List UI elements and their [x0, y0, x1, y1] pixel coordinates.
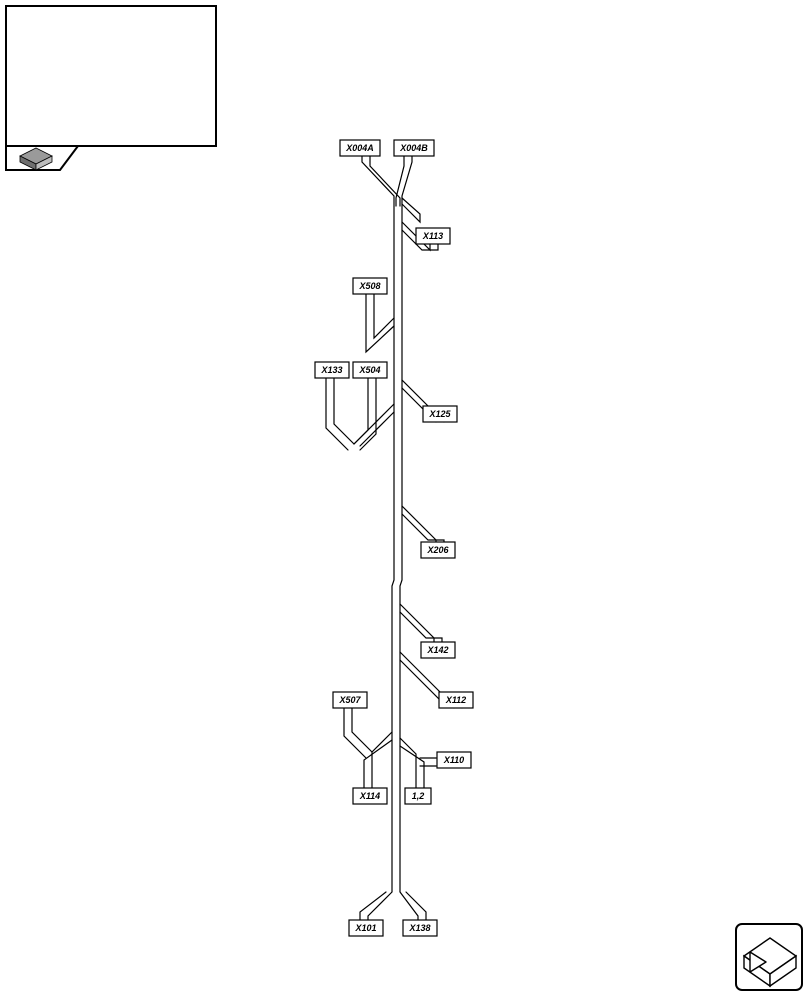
- connector-label: X138: [408, 923, 430, 933]
- branch-x133-b: [326, 378, 348, 450]
- connector-label: X101: [354, 923, 376, 933]
- connector-label: X133: [320, 365, 342, 375]
- branch-x004a-outer: [362, 156, 394, 206]
- connector-label: X114: [359, 791, 380, 801]
- connector-label: X142: [426, 645, 448, 655]
- branch-12-a: [400, 738, 416, 788]
- branch-x507-b: [344, 708, 366, 758]
- branch-12-b: [400, 746, 424, 788]
- connector-x110: X110: [437, 752, 471, 768]
- connector-x004a: X004A: [340, 140, 380, 156]
- connector-x101: X101: [349, 920, 383, 936]
- connector-label: X504: [358, 365, 380, 375]
- connector-x133: X133: [315, 362, 349, 378]
- connector-x125: X125: [423, 406, 457, 422]
- connector-label: X125: [428, 409, 451, 419]
- branch-x101-b: [360, 892, 386, 920]
- branch-x508-a: [374, 294, 394, 338]
- connector-label: X508: [358, 281, 380, 291]
- branch-x133-a: [334, 378, 354, 444]
- connector-label: X206: [426, 545, 449, 555]
- connector-x004b: X004B: [394, 140, 434, 156]
- connector-x206: X206: [421, 542, 455, 558]
- connector-x508: X508: [353, 278, 387, 294]
- connector-label: X004A: [345, 143, 374, 153]
- connector-label: X110: [443, 755, 464, 765]
- connector-x138: X138: [403, 920, 437, 936]
- connector-label: X113: [422, 231, 443, 241]
- branch-x133x504-stem-b: [360, 412, 394, 446]
- trunk-left-edge: [392, 206, 394, 892]
- branch-x507x114-stem-b: [364, 740, 392, 788]
- trunk-right-edge: [400, 206, 402, 892]
- connector-label: X112: [445, 695, 466, 705]
- connector-label: 1,2: [412, 791, 425, 801]
- branch-x138-a: [400, 892, 418, 920]
- branch-x138-b: [406, 892, 426, 920]
- branch-stub-upper: [402, 198, 420, 222]
- connector-x142: X142: [421, 642, 455, 658]
- branch-x507x114-stem-a: [372, 732, 392, 788]
- branch-x507-a: [352, 708, 372, 752]
- connector-x504: X504: [353, 362, 387, 378]
- connector-label: X004B: [399, 143, 428, 153]
- diagram-svg: X004A X004B X113 X508 X133 X504 X125 X206 X142 X1…: [0, 0, 812, 1000]
- branch-x504-a: [354, 378, 368, 444]
- connector-x113: X113: [416, 228, 450, 244]
- connector-x112: X112: [439, 692, 473, 708]
- connector-n12: 1,2: [405, 788, 431, 804]
- diagram-stage: X004A X004B X113 X508 X133 X504 X125 X206 X142 X1…: [0, 0, 812, 1000]
- connector-x507: X507: [333, 692, 367, 708]
- connector-label: X507: [338, 695, 361, 705]
- title-panel: [6, 6, 216, 146]
- connector-x114: X114: [353, 788, 387, 804]
